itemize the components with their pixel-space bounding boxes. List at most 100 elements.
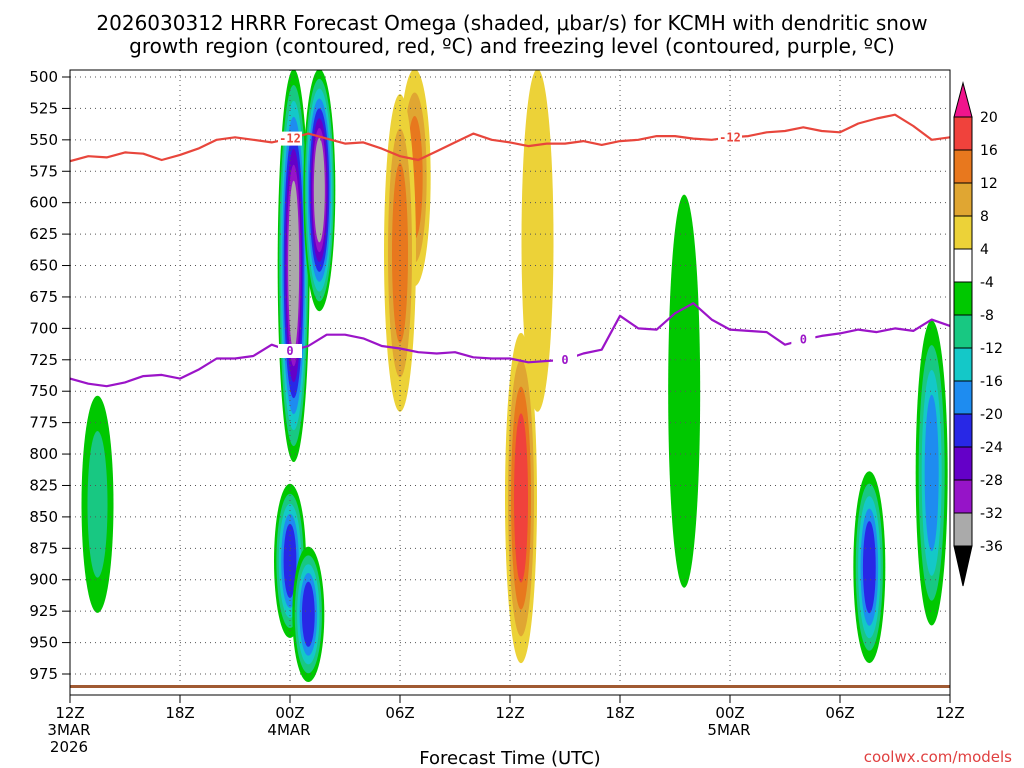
x-tick-label: 18Z <box>165 704 194 722</box>
y-tick-label: 600 <box>29 194 58 212</box>
x-tick-date: 5MAR <box>707 721 750 739</box>
colorbar-bin <box>953 446 973 481</box>
omega-cell-updraft <box>668 194 701 588</box>
contour-label: 0 <box>800 333 807 347</box>
omega-level--10 <box>87 431 108 578</box>
contour-label-bg <box>553 352 577 367</box>
colorbar-bin <box>953 479 973 514</box>
colorbar-bin <box>953 380 973 415</box>
y-tick-label: 750 <box>29 382 58 400</box>
x-axis-label: Forecast Time (UTC) <box>419 748 600 768</box>
plot-area: -12 -12 0 0 0 <box>70 70 950 688</box>
colorbar-label: -20 <box>980 407 1003 423</box>
colorbar-bin <box>953 116 973 151</box>
colorbar-label: 12 <box>980 176 998 192</box>
y-tick-label: 825 <box>29 476 58 494</box>
colorbar-label: -8 <box>980 308 994 324</box>
contour-label-bg <box>278 131 302 146</box>
x-tick-label: 12Z <box>495 704 524 722</box>
ground-terrain <box>70 685 950 688</box>
colorbar-label: -32 <box>980 506 1003 522</box>
y-tick-label: 650 <box>29 257 58 275</box>
y-tick-label: 575 <box>29 162 58 180</box>
y-tick-label: 875 <box>29 539 58 557</box>
y-tick-label: 725 <box>29 351 58 369</box>
chart-title-line1: 2026030312 HRRR Forecast Omega (shaded, … <box>96 11 927 35</box>
contour-label-bg <box>718 130 742 145</box>
y-tick-label: 900 <box>29 571 58 589</box>
colorbar-label: 20 <box>980 110 998 126</box>
contour-label: -12 <box>279 132 301 146</box>
contour-label: 0 <box>286 344 293 358</box>
omega-shaded-field <box>81 70 948 682</box>
omega-level--34 <box>288 180 300 351</box>
chart-title-line2: growth region (contoured, red, ºC) and f… <box>129 34 895 58</box>
omega-level--18 <box>924 394 939 552</box>
y-tick-label: 525 <box>29 99 58 117</box>
y-tick-label: 775 <box>29 414 58 432</box>
omega-level--22 <box>862 521 876 614</box>
colorbar-bin <box>953 314 973 349</box>
omega-cell-updraft <box>303 70 336 312</box>
contour-label-bg <box>278 343 302 358</box>
omega-cell-updraft <box>853 471 886 664</box>
contour-label: -12 <box>719 130 741 144</box>
contour-label-bg <box>791 332 816 347</box>
y-tick-label: 950 <box>29 634 58 652</box>
colorbar-bin <box>953 281 973 316</box>
y-tick-label: 700 <box>29 319 58 337</box>
omega-level--22 <box>301 581 315 647</box>
x-tick-date: 3MAR <box>47 721 90 739</box>
x-tick-date: 4MAR <box>267 721 310 739</box>
omega-cell-downdraft <box>521 70 554 412</box>
x-tick-label: 12Z <box>55 704 84 722</box>
colorbar-arrow-bottom <box>953 545 973 587</box>
colorbar-bin <box>953 347 973 382</box>
y-tick-label: 975 <box>29 665 58 683</box>
omega-level--34 <box>313 137 325 243</box>
x-tick-label: 06Z <box>385 704 414 722</box>
colorbar-bin <box>953 215 973 250</box>
x-tick-label: 18Z <box>605 704 634 722</box>
omega-cell-updraft <box>915 320 948 626</box>
y-tick-label: 850 <box>29 508 58 526</box>
colorbar-label: -24 <box>980 440 1003 456</box>
colorbar-label: -28 <box>980 473 1003 489</box>
y-tick-label: 500 <box>29 68 58 86</box>
contour-line--12 <box>70 113 950 163</box>
omega-cell-downdraft <box>384 94 416 412</box>
omega-level-18 <box>514 413 528 583</box>
contour-label: 0 <box>561 353 568 367</box>
x-tick-label: 12Z <box>935 704 964 722</box>
colorbar-label: -12 <box>980 341 1003 357</box>
omega-level-6 <box>521 70 554 412</box>
colorbar-bin <box>953 413 973 448</box>
omega-cell-updraft <box>81 395 114 613</box>
y-tick-label: 625 <box>29 225 58 243</box>
colorbar-label: 16 <box>980 143 998 159</box>
grid-lines <box>70 70 950 688</box>
colorbar-label: -4 <box>980 275 994 291</box>
y-tick-label: 550 <box>29 131 58 149</box>
y-tick-label: 800 <box>29 445 58 463</box>
colorbar-label: -16 <box>980 374 1003 390</box>
x-tick-label: 00Z <box>715 704 744 722</box>
credit-text: coolwx.com/models <box>864 748 1012 766</box>
colorbar-bin <box>953 248 973 283</box>
colorbar-label: 8 <box>980 209 989 225</box>
y-tick-label: 675 <box>29 288 58 306</box>
colorbar: 20 16 12 8 4 -4 -8 -12 -16 -20 -24 -28 -32 -36 <box>953 81 1003 587</box>
colorbar-label: -36 <box>980 539 1003 555</box>
colorbar-bin <box>953 512 973 547</box>
omega-cell-downdraft <box>505 332 537 664</box>
contour-lines: -12 -12 0 0 0 <box>70 113 950 388</box>
colorbar-arrow-top <box>953 81 973 118</box>
colorbar-bin <box>953 149 973 184</box>
pressure-axis: 500 525 550 575 600 625 650 675 700 725 750 775 800 8… <box>29 68 70 683</box>
omega-cell-updraft <box>292 546 325 682</box>
omega-level-14 <box>392 162 408 343</box>
x-tick-year: 2026 <box>50 738 88 756</box>
colorbar-bin <box>953 182 973 217</box>
